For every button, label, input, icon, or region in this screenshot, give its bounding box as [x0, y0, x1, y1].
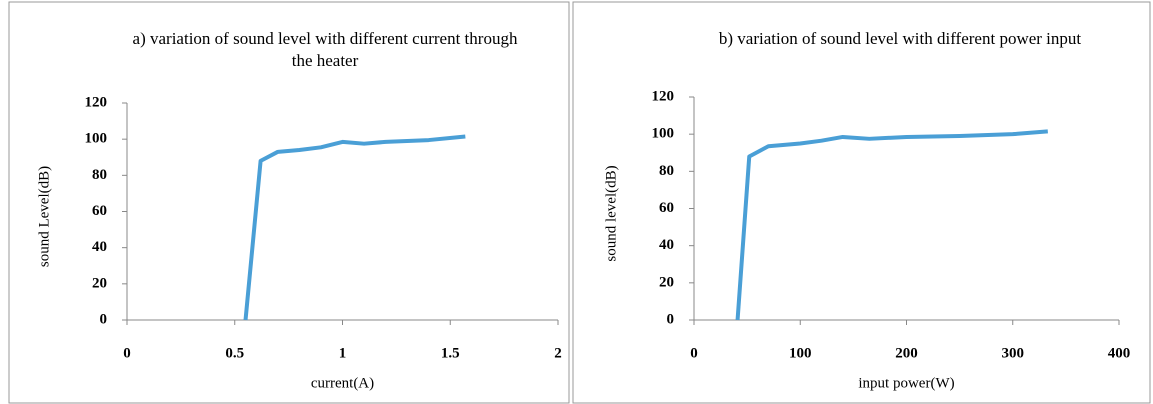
chart-title: a) variation of sound level with differe…	[132, 29, 518, 70]
x-tick-label: 400	[1108, 345, 1131, 361]
y-tick-label: 60	[92, 203, 107, 219]
x-tick-label: 0.5	[225, 345, 244, 361]
x-tick-label: 0	[123, 345, 131, 361]
x-axis-label: current(A)	[311, 375, 374, 391]
x-tick-label: 100	[789, 345, 812, 361]
x-tick-label: 1	[339, 345, 347, 361]
y-tick-label: 0	[100, 311, 108, 327]
y-axis-label: sound level(dB)	[603, 165, 619, 261]
panel-frame	[8, 1, 570, 404]
y-tick-label: 120	[652, 88, 675, 104]
chart-title: b) variation of sound level with differe…	[718, 29, 1082, 48]
title-box: b) variation of sound level with differe…	[718, 29, 1082, 48]
x-tick-label: 2	[554, 345, 562, 361]
y-tick-label: 40	[659, 237, 674, 253]
y-tick-label: 40	[92, 239, 107, 255]
x-tick-label: 1.5	[441, 345, 460, 361]
y-tick-label: 80	[92, 167, 107, 183]
y-tick-label: 100	[652, 126, 675, 142]
x-tick-label: 0	[690, 345, 698, 361]
y-tick-label: 0	[667, 311, 675, 327]
data-line	[735, 129, 1048, 321]
y-tick-label: 120	[85, 94, 108, 110]
panel-frame	[572, 1, 1151, 404]
x-axis-label: input power(W)	[858, 375, 954, 391]
x-tick-label: 200	[895, 345, 918, 361]
data-line	[243, 134, 466, 321]
y-tick-label: 20	[92, 275, 107, 291]
y-tick-label: 80	[659, 163, 674, 179]
y-tick-label: 60	[659, 200, 674, 216]
y-axis-label: sound Level(dB)	[36, 166, 52, 267]
title-box: a) variation of sound level with differe…	[132, 29, 518, 70]
y-tick-label: 20	[659, 274, 674, 290]
y-tick-label: 100	[85, 131, 108, 147]
x-tick-label: 300	[1002, 345, 1025, 361]
